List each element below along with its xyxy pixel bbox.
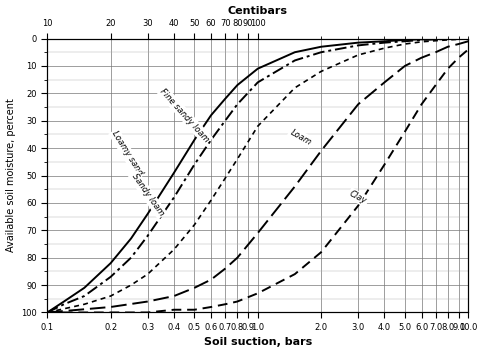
Text: Sandy loam: Sandy loam xyxy=(130,172,166,217)
X-axis label: Centibars: Centibars xyxy=(228,6,288,16)
Text: Fine sandy loam: Fine sandy loam xyxy=(158,87,211,144)
Text: Clay: Clay xyxy=(348,189,369,206)
Text: Loamy sand: Loamy sand xyxy=(110,130,144,178)
Y-axis label: Available soil moisture, percent: Available soil moisture, percent xyxy=(6,98,15,252)
X-axis label: Soil suction, bars: Soil suction, bars xyxy=(204,337,312,347)
Text: Loam: Loam xyxy=(288,127,313,147)
